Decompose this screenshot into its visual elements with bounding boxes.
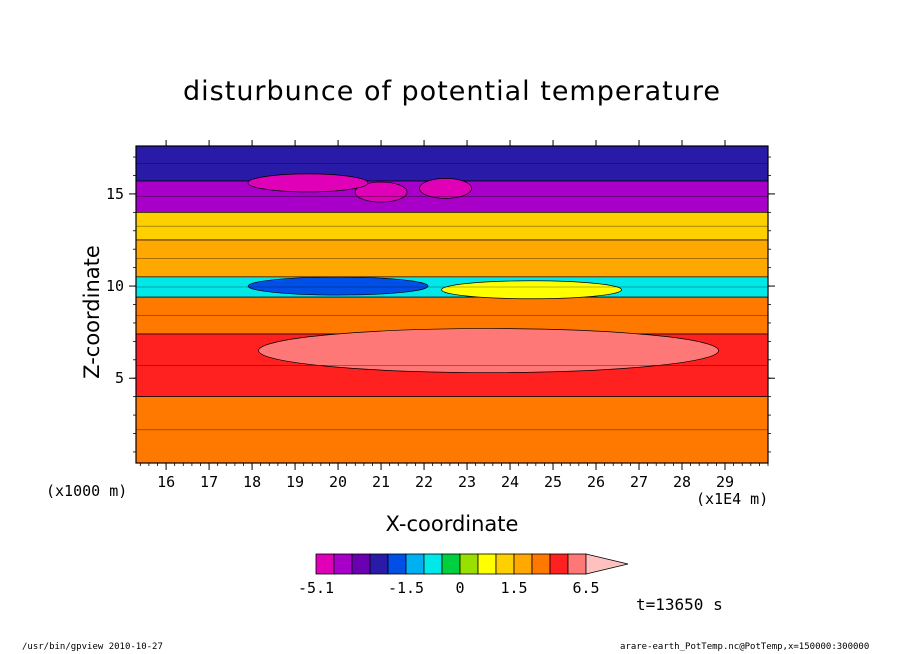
colorbar-segment <box>459 553 479 575</box>
x-tick-label: 27 <box>630 473 648 491</box>
x-tick-label: 16 <box>157 473 175 491</box>
colorbar-segment <box>495 553 515 575</box>
footer-command: /usr/bin/gpview 2010-10-27 <box>22 642 163 652</box>
field-feature <box>419 178 472 199</box>
colorbar-segment <box>333 553 353 575</box>
x-tick-label: 22 <box>415 473 433 491</box>
x-tick-label: 26 <box>587 473 605 491</box>
x-tick-label: 25 <box>544 473 562 491</box>
x-axis-unit: (x1000 m) <box>46 482 128 500</box>
y-tick-label: 15 <box>106 185 124 203</box>
x-tick-label: 17 <box>200 473 218 491</box>
x-tick-label: 28 <box>673 473 691 491</box>
y-tick-label: 5 <box>115 369 124 387</box>
colorbar-label: -1.5 <box>388 579 424 597</box>
colorbar-segment <box>441 553 461 575</box>
field-feature <box>354 181 408 203</box>
colorbar-segment <box>423 553 443 575</box>
x-axis-label-row: X-coordinate <box>0 512 904 542</box>
colorbar-label: 6.5 <box>572 579 599 597</box>
footer-source: arare-earth_PotTemp.nc@PotTemp,x=150000:… <box>620 642 870 652</box>
field-feature <box>441 280 622 300</box>
time-label: t=13650 s <box>636 595 723 614</box>
x-tick-label: 29 <box>716 473 734 491</box>
x-tick-label: 20 <box>329 473 347 491</box>
colorbar-label: 0 <box>455 579 464 597</box>
field-feature <box>258 328 719 373</box>
x-axis-label: X-coordinate <box>385 512 519 536</box>
colorbar-segment <box>567 553 587 575</box>
x-tick-label: 19 <box>286 473 304 491</box>
colorbar-segment <box>387 553 407 575</box>
y-tick-label: 10 <box>106 277 124 295</box>
chart-title: disturbunce of potential temperature <box>183 76 721 107</box>
colorbar-segment <box>405 553 425 575</box>
x-tick-label: 21 <box>372 473 390 491</box>
field-feature <box>247 276 429 296</box>
field-layers <box>136 146 768 463</box>
colorbar-segment <box>351 553 371 575</box>
y-axis-label: Z-coordinate <box>80 245 104 379</box>
colorbar-extend-arrow <box>585 553 629 575</box>
colorbar-label: -5.1 <box>298 579 334 597</box>
x-tick-label: 23 <box>458 473 476 491</box>
colorbar-segment <box>531 553 551 575</box>
x-tick-label: 24 <box>501 473 519 491</box>
colorbar-segment <box>549 553 569 575</box>
colorbar-segment <box>513 553 533 575</box>
colorbar-segment <box>477 553 497 575</box>
colorbar-label: 1.5 <box>500 579 527 597</box>
x-tick-label: 18 <box>243 473 261 491</box>
colorbar-segment <box>315 553 335 575</box>
field-feature <box>247 173 369 193</box>
colorbar-segment <box>369 553 389 575</box>
x-axis-scale-note: (x1E4 m) <box>696 490 769 508</box>
